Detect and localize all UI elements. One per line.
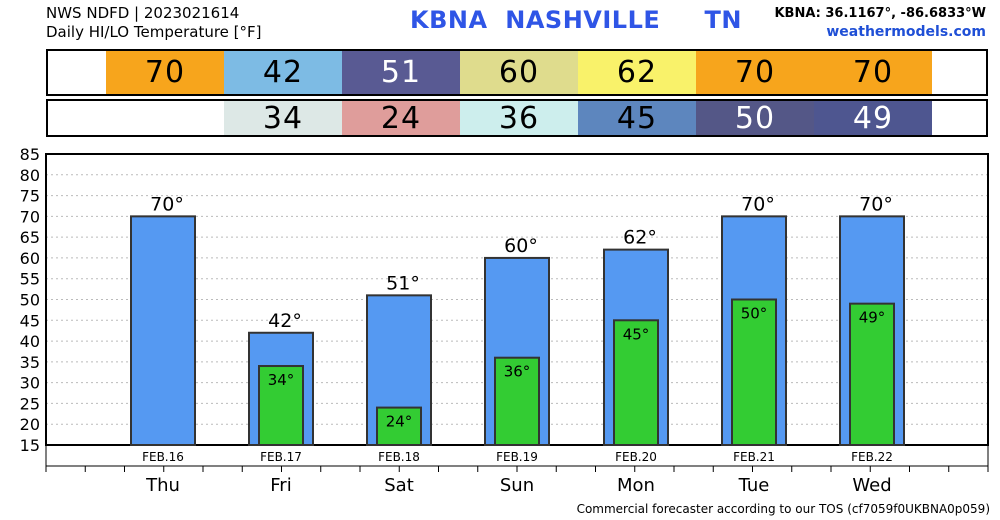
y-tick-label: 65 bbox=[20, 228, 40, 247]
hi_strip-cell: 51 bbox=[342, 51, 460, 94]
plot-frame bbox=[45, 153, 989, 446]
lo_strip-cell: 34 bbox=[224, 101, 342, 136]
y-tick-label: 50 bbox=[20, 291, 40, 310]
y-tick-label: 40 bbox=[20, 332, 40, 351]
y-tick-label: 25 bbox=[20, 394, 40, 413]
low-temp-bar bbox=[731, 298, 777, 446]
y-tick-label: 80 bbox=[20, 166, 40, 185]
low-temp-strip: 34 24 36 45 50 49 bbox=[46, 99, 988, 137]
chart-subtitle: Daily HI/LO Temperature [°F] bbox=[46, 23, 262, 41]
date-label: FEB.20 bbox=[615, 450, 657, 464]
lo_strip-cell: 45 bbox=[578, 101, 696, 136]
y-tick-label: 60 bbox=[20, 249, 40, 268]
low-temp-bar bbox=[494, 356, 540, 447]
high-temp-label: 42° bbox=[268, 310, 302, 332]
y-tick-label: 55 bbox=[20, 270, 40, 289]
low-temp-label: 34° bbox=[268, 371, 295, 389]
footer-note: Commercial forecaster according to our T… bbox=[576, 502, 990, 516]
day-label: Wed bbox=[852, 475, 891, 496]
site-link[interactable]: weathermodels.com bbox=[826, 24, 986, 40]
header-right: KBNA: 36.1167°, -86.6833°W weathermodels… bbox=[774, 4, 986, 42]
low-temp-bar bbox=[376, 406, 422, 447]
lo_strip-cell: 50 bbox=[696, 101, 814, 136]
date-label: FEB.17 bbox=[260, 450, 302, 464]
high-temp-bar bbox=[721, 215, 787, 446]
high-temp-bar bbox=[603, 248, 669, 446]
low-temp-label: 45° bbox=[623, 325, 650, 343]
day-label: Sun bbox=[500, 475, 534, 496]
date-label: FEB.19 bbox=[496, 450, 538, 464]
low-temp-bar bbox=[849, 302, 895, 446]
day-label: Sat bbox=[384, 475, 414, 496]
low-temp-bar bbox=[258, 365, 304, 446]
high-temp-strip: 70 42 51 60 62 70 70 bbox=[46, 49, 988, 96]
lo_strip-cell: 49 bbox=[814, 101, 932, 136]
low-temp-label: 49° bbox=[859, 309, 886, 327]
hi_strip-cell: 70 bbox=[106, 51, 224, 94]
date-label: FEB.21 bbox=[733, 450, 775, 464]
y-tick-label: 45 bbox=[20, 311, 40, 330]
low-temp-bar bbox=[613, 319, 659, 446]
high-temp-label: 70° bbox=[150, 193, 184, 215]
hi_strip-cell: 60 bbox=[460, 51, 578, 94]
lo_strip-cell: 36 bbox=[460, 101, 578, 136]
y-tick-label: 35 bbox=[20, 353, 40, 372]
date-label: FEB.22 bbox=[851, 450, 893, 464]
header-info: NWS NDFD | 2023021614 Daily HI/LO Temper… bbox=[46, 4, 262, 42]
high-temp-bar bbox=[248, 331, 314, 446]
high-temp-label: 51° bbox=[386, 272, 420, 294]
high-temp-label: 62° bbox=[623, 227, 657, 249]
high-temp-bar bbox=[484, 256, 550, 446]
y-tick-label: 75 bbox=[20, 187, 40, 206]
day-label: Thu bbox=[145, 475, 180, 496]
date-label: FEB.18 bbox=[378, 450, 420, 464]
y-tick-label: 85 bbox=[20, 145, 40, 164]
high-temp-label: 70° bbox=[859, 193, 893, 215]
y-tick-label: 30 bbox=[20, 374, 40, 393]
day-label: Fri bbox=[270, 475, 291, 496]
y-tick-label: 70 bbox=[20, 207, 40, 226]
y-tick-label: 20 bbox=[20, 415, 40, 434]
hi_strip-cell: 42 bbox=[224, 51, 342, 94]
hi_strip-cell: 62 bbox=[578, 51, 696, 94]
day-label: Mon bbox=[617, 475, 655, 496]
day-label: Tue bbox=[738, 475, 770, 496]
hi_strip-cell: 70 bbox=[814, 51, 932, 94]
hi_strip-cell: 70 bbox=[696, 51, 814, 94]
low-temp-label: 24° bbox=[386, 413, 413, 431]
station-coords: KBNA: 36.1167°, -86.6833°W bbox=[774, 6, 986, 21]
date-label: FEB.16 bbox=[142, 450, 184, 464]
high-temp-bar bbox=[839, 215, 905, 446]
low-temp-label: 36° bbox=[504, 363, 531, 381]
model-run-label: NWS NDFD | 2023021614 bbox=[46, 4, 240, 22]
low-temp-label: 50° bbox=[741, 305, 768, 323]
high-temp-label: 70° bbox=[741, 193, 775, 215]
high-temp-bar bbox=[366, 294, 432, 447]
lo_strip-cell: 24 bbox=[342, 101, 460, 136]
station-title: KBNA NASHVILLE TN bbox=[410, 6, 743, 34]
high-temp-bar bbox=[130, 215, 196, 446]
y-tick-label: 15 bbox=[20, 436, 40, 455]
high-temp-label: 60° bbox=[504, 235, 538, 257]
lo_strip-cell bbox=[106, 101, 224, 135]
